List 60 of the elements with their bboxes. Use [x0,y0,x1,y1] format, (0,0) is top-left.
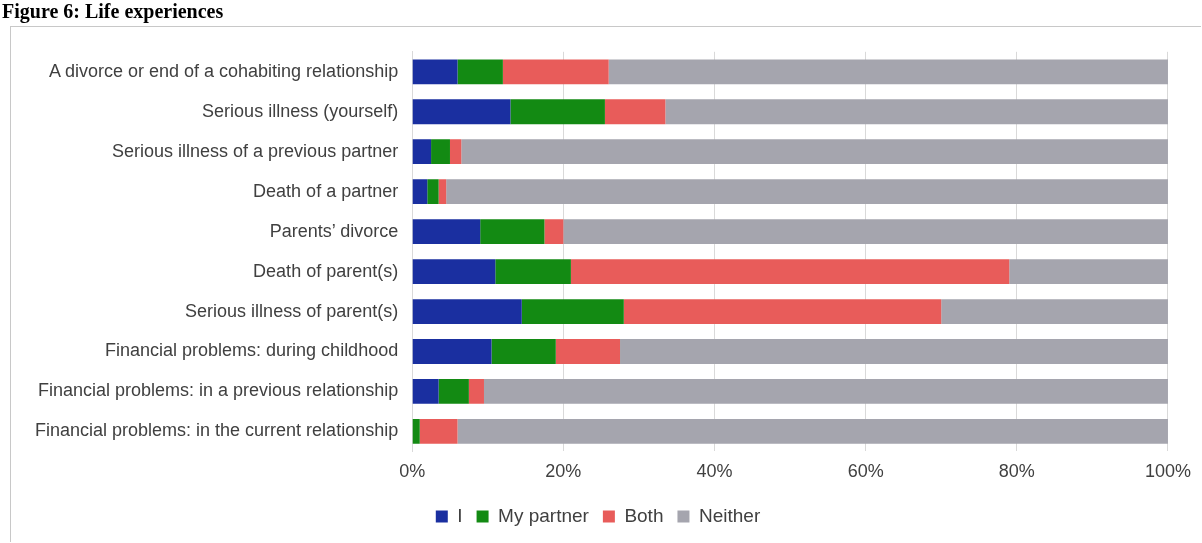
bar [495,259,571,284]
bar [665,99,1168,125]
bar [941,299,1168,324]
bar [438,179,447,205]
legend-label: My partner [498,504,590,526]
x-tick-label: 60% [847,461,884,482]
x-tick-label: 100% [1144,461,1191,482]
bar [438,379,469,404]
bar [468,379,484,404]
bar [521,299,624,324]
bar [412,179,428,205]
bar [623,299,942,324]
bar [412,379,439,404]
bar [412,99,511,125]
y-tick-label: Financial problems: during childhood [105,340,399,361]
bar [502,59,609,85]
y-tick-label: A divorce or end of a cohabiting relationship [48,60,399,81]
bar [412,299,522,324]
bar [620,339,1168,364]
bar [412,139,432,165]
bar [457,59,503,85]
bar [1009,259,1168,284]
bar [563,219,1168,245]
x-tick-label: 40% [696,461,733,482]
x-tick-label: 0% [399,461,426,482]
y-tick-label: Serious illness of parent(s) [185,300,399,321]
y-tick-label: Serious illness (yourself) [202,100,399,121]
bar [544,219,564,245]
legend-label: Neither [698,504,761,526]
bar [427,179,439,205]
bar [412,219,481,245]
bar [570,259,1010,284]
bar [446,179,1168,205]
bar [461,139,1168,165]
y-tick-label: Death of parent(s) [253,260,399,281]
y-tick-label: Parents’ divorce [269,220,399,241]
bar [555,339,621,364]
y-tick-label: Death of a partner [253,180,399,201]
bar [412,339,492,364]
legend-label: Both [624,504,664,526]
bar [491,339,556,364]
y-tick-label: Financial problems: in the current relationship [34,420,399,441]
y-tick-label: Financial problems: in a previous relationship [37,380,399,401]
bar [431,139,450,165]
bar [412,259,496,284]
text: Figure 6: Life experiences [2,0,224,23]
bar [480,219,545,245]
bar [510,99,605,125]
legend-label: I [457,504,463,526]
bar [457,419,1168,444]
bar [449,139,462,165]
bar [608,59,1168,85]
bar [419,419,458,444]
x-tick-label: 80% [998,461,1035,482]
y-tick-label: Serious illness of a previous partner [112,140,399,161]
bar [412,419,420,444]
bar [412,59,458,85]
x-tick-label: 20% [545,461,582,482]
bar [604,99,666,125]
bar [483,379,1168,404]
